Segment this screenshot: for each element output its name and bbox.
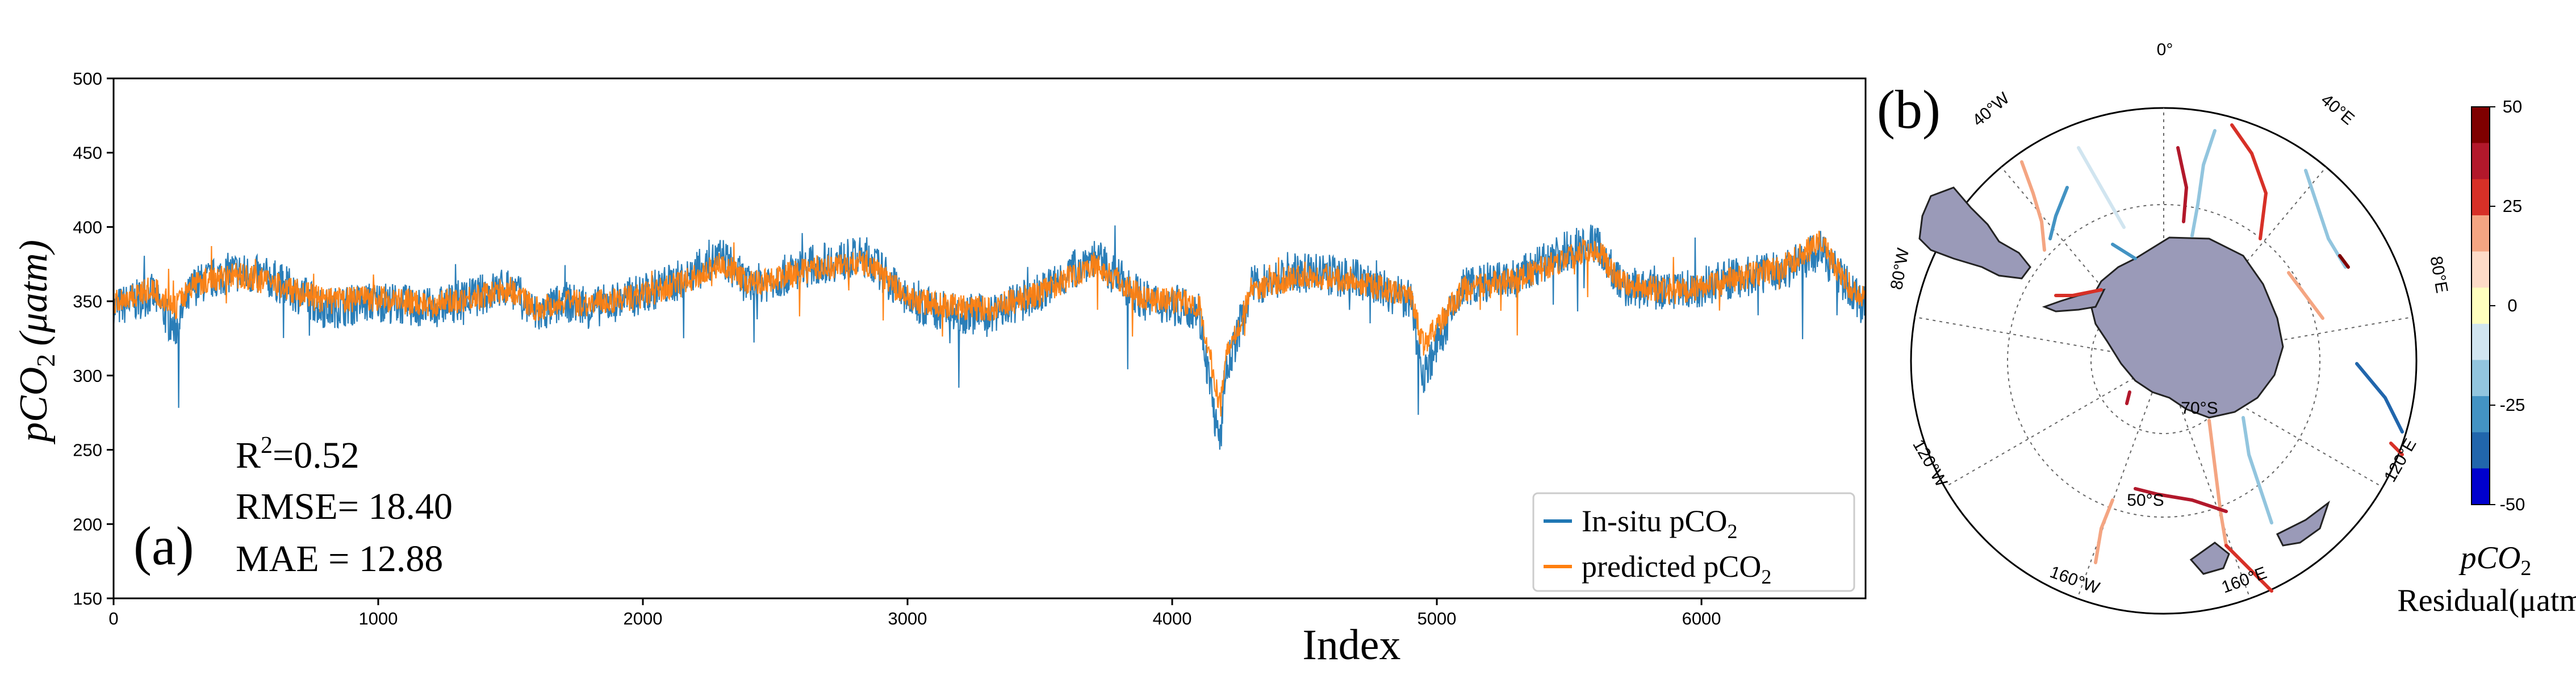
colorbar-title-line2: Residual(μatm)	[2397, 583, 2576, 618]
x-tick-label: 3000	[888, 609, 927, 628]
lon-label-80w: 80°W	[1887, 247, 1913, 292]
lat-label-50s: 50°S	[2127, 491, 2164, 510]
y-tick-label: 500	[73, 69, 102, 89]
lon-label-0: 0°	[2157, 40, 2173, 59]
colorbar-segment	[2472, 468, 2490, 505]
south-america-landmass	[1918, 186, 2031, 280]
x-tick-label: 4000	[1153, 609, 1192, 628]
x-tick-label: 5000	[1417, 609, 1457, 628]
y-axis: 150 200 250 300 350 400 450 500	[73, 69, 114, 609]
colorbar-tick-label: 0	[2507, 295, 2517, 315]
colorbar-segment	[2472, 323, 2490, 360]
residual-tracks	[2020, 123, 2404, 593]
x-tick-label: 1000	[359, 609, 398, 628]
x-tick-label: 2000	[624, 609, 663, 628]
legend-box	[1532, 492, 1855, 592]
legend-label-in-situ: In-situ pCO2	[1582, 504, 1738, 543]
colorbar-tick-label: 50	[2503, 97, 2522, 116]
colorbar-title-line1: pCO2	[2458, 540, 2532, 580]
colorbar-segment	[2472, 251, 2490, 288]
colorbar-segment	[2472, 288, 2490, 324]
colorbar-segment	[2472, 432, 2490, 469]
new-zealand-landmass	[2189, 542, 2230, 575]
y-tick-label: 150	[73, 589, 102, 609]
panel-b-label: (b)	[1877, 79, 1941, 140]
polar-map: (b)	[1877, 40, 2576, 618]
legend: In-situ pCO2 predicted pCO2	[1532, 492, 1855, 592]
series-layer	[114, 224, 1866, 450]
x-tick-label: 6000	[1682, 609, 1721, 628]
antarctica-landmass	[2089, 236, 2284, 419]
colorbar-segment	[2472, 107, 2490, 144]
tasmania-landmass	[2276, 500, 2330, 547]
colorbar-segment	[2472, 360, 2490, 397]
legend-label-predicted: predicted pCO2	[1582, 549, 1771, 588]
r2-stat: R2=0.52	[236, 432, 359, 476]
lat-label-70s: 70°S	[2181, 399, 2218, 418]
y-tick-label: 300	[73, 366, 102, 386]
y-tick-label: 350	[73, 292, 102, 311]
x-tick-label: 0	[108, 609, 118, 628]
colorbar-tick-label: -25	[2500, 395, 2525, 415]
colorbar-tick-label: -50	[2500, 494, 2525, 514]
lon-label-40w: 40°W	[1969, 89, 2013, 130]
plot-frame	[112, 77, 1867, 599]
y-tick-label: 450	[73, 143, 102, 163]
y-tick-label: 200	[73, 514, 102, 534]
lon-label-80e: 80°E	[2426, 255, 2451, 294]
lon-label-40e: 40°E	[2317, 90, 2357, 128]
colorbar: 50 25 0 -25 -50	[2471, 97, 2525, 514]
colorbar-segment	[2472, 179, 2490, 216]
colorbar-segment	[2472, 396, 2490, 433]
y-tick-label: 250	[73, 440, 102, 460]
colorbar-tick-label: 25	[2503, 196, 2522, 216]
predicted-pco2-line	[114, 230, 1866, 417]
mae-stat: MAE = 12.88	[236, 538, 443, 580]
rmse-stat: RMSE= 18.40	[236, 486, 453, 527]
colorbar-segment	[2472, 143, 2490, 180]
x-axis: 0 1000 2000 3000 4000 5000 6000	[108, 598, 1721, 628]
x-axis-label: Index	[1302, 621, 1400, 669]
y-tick-label: 400	[73, 217, 102, 237]
colorbar-segment	[2472, 215, 2490, 252]
y-axis-label: pCO2(μatm)	[12, 240, 60, 445]
panel-a-label: (a)	[133, 515, 194, 576]
time-series-chart: 0 1000 2000 3000 4000 5000 6000 150 200 250 300 35…	[12, 69, 1867, 669]
